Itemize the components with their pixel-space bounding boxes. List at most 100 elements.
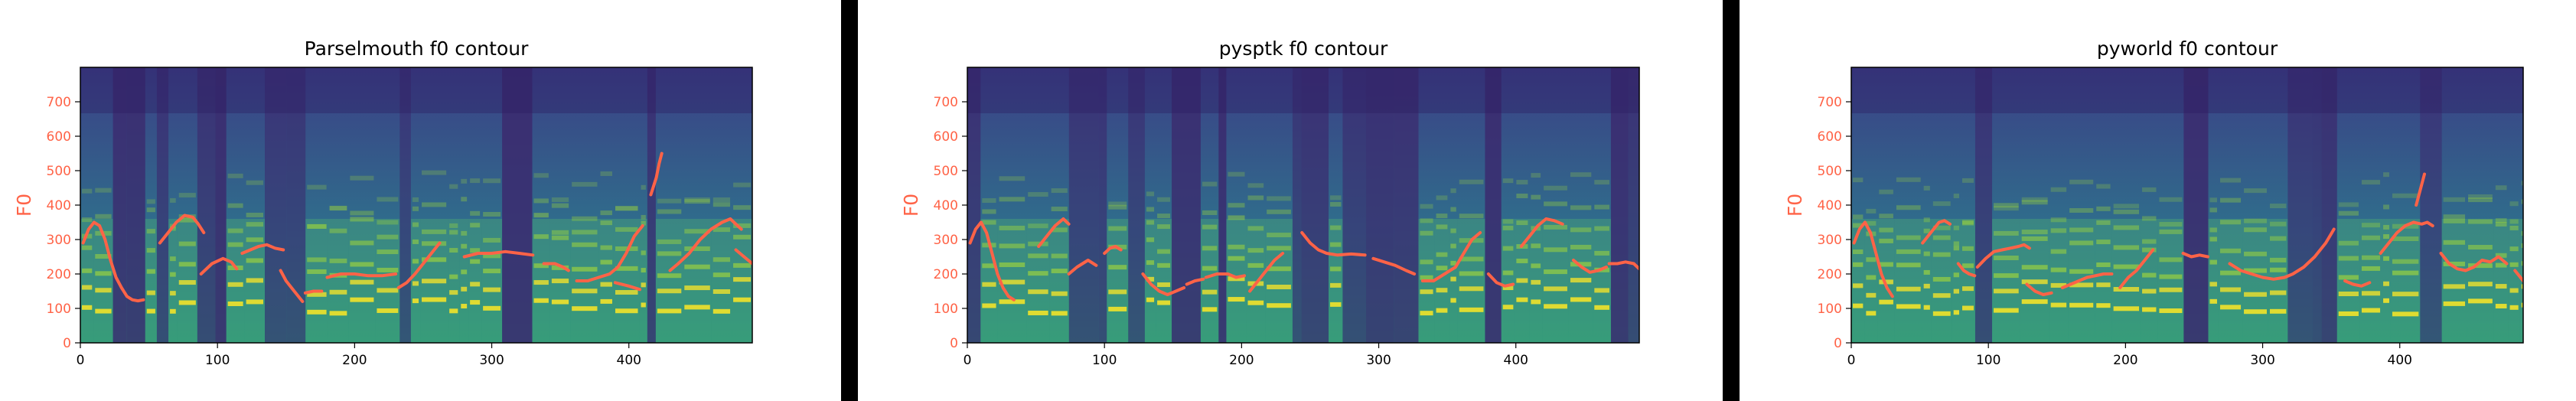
y-tick-label: 200: [1818, 267, 1842, 282]
f0-segment-5: [1185, 277, 1205, 286]
y-tick-label: 100: [934, 302, 958, 317]
f0-segment-11: [613, 281, 642, 292]
f0-segment-8: [2228, 227, 2336, 281]
x-tick-label: 100: [1976, 353, 2000, 368]
x-tick-label: 400: [1504, 353, 1528, 368]
chart-pyworld: pyworld f0 contour 0 100 200 300 400 500 600 700…: [1784, 37, 2524, 368]
y-tick-label: 300: [934, 233, 958, 248]
f0-segment-6: [325, 272, 398, 279]
x-tick-label: 300: [1366, 353, 1391, 368]
y-tick-label: 300: [1818, 233, 1842, 248]
f0-segment-14: [734, 248, 752, 266]
f0-segment-5: [2060, 272, 2114, 289]
f0-segment-7: [1248, 252, 1285, 293]
y-tick-label: 0: [950, 336, 958, 351]
y-tick-label: 700: [47, 95, 71, 110]
f0-segment-13: [1572, 259, 1608, 274]
spectrogram-background: [967, 67, 1639, 343]
f0-segment-12: [649, 152, 664, 197]
f0-segment-7: [2181, 252, 2209, 259]
f0-segment-4: [279, 269, 305, 303]
f0-segment-2: [1067, 259, 1098, 275]
chart-title: Parselmouth f0 contour: [305, 37, 529, 60]
x-tick-label: 300: [2250, 353, 2274, 368]
f0-segment-5: [303, 289, 324, 295]
f0-segment-14: [1607, 260, 1639, 271]
f0-segment-12: [2439, 252, 2509, 272]
y-tick-label: 400: [1818, 198, 1842, 214]
f0-contour: [1852, 172, 2523, 298]
panel-parselmouth: Parselmouth f0 contour 0 100 200 300 400 500 60…: [0, 0, 841, 401]
y-axis-label: F0: [900, 194, 922, 217]
y-tick-label: 500: [1818, 164, 1842, 179]
y-axis-label: F0: [13, 194, 35, 217]
f0-segment-7: [396, 241, 442, 289]
x-tick-label: 100: [1092, 353, 1117, 368]
f0-segment-0: [81, 220, 145, 303]
f0-segment-9: [1371, 256, 1417, 275]
f0-segment-4: [2025, 282, 2053, 296]
f0-segment-1: [1921, 219, 1952, 245]
f0-segment-1: [1037, 217, 1071, 248]
y-tick-label: 0: [63, 336, 71, 351]
x-tick-label: 300: [479, 353, 504, 368]
f0-contour: [81, 152, 752, 303]
f0-segment-3: [240, 243, 285, 255]
y-axis-label: F0: [1784, 194, 1806, 217]
spectrogram-background: [80, 67, 752, 343]
f0-segment-10: [1420, 231, 1482, 282]
f0-segment-8: [462, 249, 535, 259]
y-tick-label: 500: [934, 164, 958, 179]
f0-segment-6: [2118, 248, 2155, 289]
panel-pyworld: pyworld f0 contour 0 100 200 300 400 500 600 700…: [1740, 0, 2576, 401]
f0-contour: [968, 217, 1639, 302]
chart-title: pyworld f0 contour: [2097, 37, 2278, 60]
f0-segment-0: [1852, 220, 1894, 298]
spectrogram-background: [1851, 67, 2523, 343]
f0-segment-0: [968, 220, 1016, 302]
y-tick-label: 600: [47, 129, 71, 145]
f0-segment-13: [668, 217, 743, 272]
f0-segment-1: [158, 214, 206, 245]
y-tick-label: 400: [934, 198, 958, 214]
f0-segment-6: [1204, 272, 1246, 279]
y-tick-label: 400: [47, 198, 71, 214]
chart-pysptk: pysptk f0 contour 0 100 200 300 400 500 600 700 0…: [900, 37, 1640, 368]
f0-segment-11: [2415, 172, 2426, 207]
y-tick-label: 700: [934, 95, 958, 110]
f0-segment-2: [1956, 262, 1977, 278]
f0-segment-8: [1300, 231, 1367, 257]
f0-segment-3: [1103, 245, 1123, 255]
f0-segment-9: [2343, 279, 2372, 288]
y-tick-label: 0: [1834, 336, 1842, 351]
y-tick-label: 200: [47, 267, 71, 282]
y-tick-label: 100: [1818, 302, 1842, 317]
y-tick-label: 100: [47, 302, 71, 317]
y-tick-label: 300: [47, 233, 71, 248]
f0-segment-10: [575, 224, 644, 282]
x-tick-label: 200: [1229, 353, 1254, 368]
x-tick-label: 200: [342, 353, 367, 368]
x-tick-label: 400: [617, 353, 641, 368]
y-tick-label: 500: [47, 164, 71, 179]
x-tick-label: 0: [964, 353, 972, 368]
panel-pysptk: pysptk f0 contour 0 100 200 300 400 500 600 700 0…: [858, 0, 1723, 401]
f0-segment-4: [1141, 272, 1186, 296]
y-tick-label: 700: [1818, 95, 1842, 110]
x-tick-label: 400: [2388, 353, 2412, 368]
y-tick-label: 600: [934, 129, 958, 145]
chart-parselmouth: Parselmouth f0 contour 0 100 200 300 400 500 60…: [13, 37, 753, 368]
f0-segment-11: [1486, 272, 1515, 288]
f0-segment-10: [2379, 220, 2434, 255]
chart-title: pysptk f0 contour: [1219, 37, 1388, 60]
x-tick-label: 0: [1847, 353, 1856, 368]
f0-segment-12: [1519, 217, 1564, 248]
x-tick-label: 100: [205, 353, 230, 368]
f0-segment-2: [199, 256, 239, 275]
f0-segment-3: [1975, 243, 2031, 269]
y-tick-label: 600: [1818, 129, 1842, 145]
x-tick-label: 0: [77, 353, 85, 368]
f0-segment-9: [542, 262, 570, 272]
x-tick-label: 200: [2113, 353, 2137, 368]
y-tick-label: 200: [934, 267, 958, 282]
